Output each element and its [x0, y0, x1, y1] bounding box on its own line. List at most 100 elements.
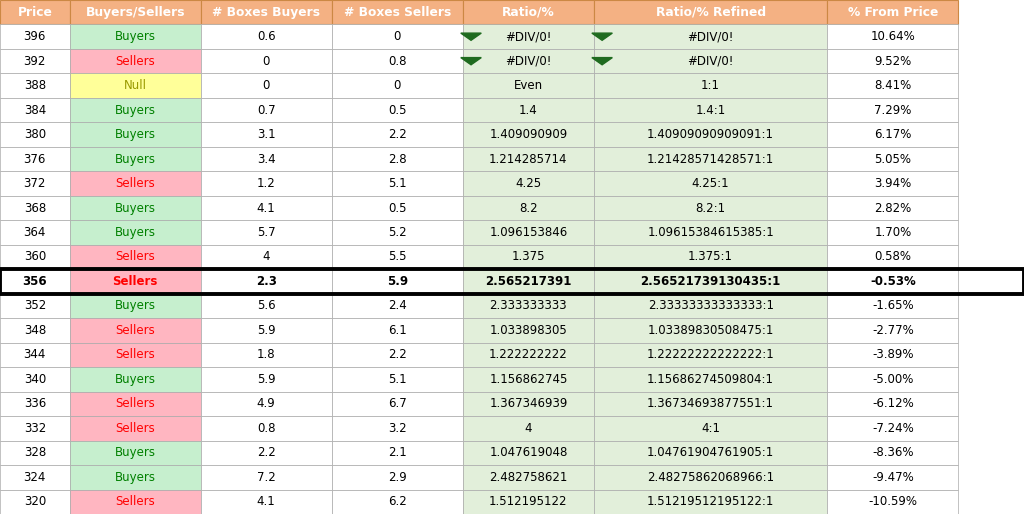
Bar: [594, 122, 827, 147]
Text: 1.4: 1.4: [519, 104, 538, 117]
Bar: [70, 122, 201, 147]
Bar: [0, 0, 70, 25]
Bar: [201, 343, 332, 367]
Text: 5.1: 5.1: [388, 373, 407, 386]
Text: #DIV/0!: #DIV/0!: [687, 54, 734, 68]
Bar: [0, 489, 70, 514]
Bar: [594, 392, 827, 416]
Text: 0: 0: [262, 54, 270, 68]
Bar: [827, 98, 958, 122]
Bar: [0, 196, 70, 221]
Bar: [332, 74, 463, 98]
Text: 340: 340: [24, 373, 46, 386]
Text: 1.40909090909091:1: 1.40909090909091:1: [647, 128, 774, 141]
Bar: [201, 392, 332, 416]
Text: 7.29%: 7.29%: [874, 104, 911, 117]
Bar: [594, 416, 827, 440]
Text: 2.482758621: 2.482758621: [489, 471, 567, 484]
Text: 2.9: 2.9: [388, 471, 407, 484]
Bar: [463, 416, 594, 440]
Text: 2.82%: 2.82%: [874, 201, 911, 214]
Text: 1.2: 1.2: [257, 177, 275, 190]
Text: 2.333333333: 2.333333333: [489, 300, 567, 313]
Bar: [0, 25, 70, 49]
Bar: [70, 343, 201, 367]
Bar: [332, 221, 463, 245]
Text: 0.58%: 0.58%: [874, 250, 911, 264]
Text: 368: 368: [24, 201, 46, 214]
Text: 336: 336: [24, 397, 46, 410]
Text: 8.2:1: 8.2:1: [695, 201, 726, 214]
Text: 5.2: 5.2: [388, 226, 407, 239]
Bar: [201, 221, 332, 245]
Text: Ratio/%: Ratio/%: [502, 6, 555, 19]
Bar: [827, 147, 958, 171]
Text: 4.1: 4.1: [257, 201, 275, 214]
Text: 364: 364: [24, 226, 46, 239]
Bar: [463, 221, 594, 245]
Bar: [463, 269, 594, 293]
Text: Sellers: Sellers: [116, 177, 155, 190]
Text: Sellers: Sellers: [113, 275, 158, 288]
Bar: [0, 49, 70, 74]
Text: -5.00%: -5.00%: [872, 373, 913, 386]
Text: Buyers: Buyers: [115, 226, 156, 239]
Text: 0.8: 0.8: [257, 422, 275, 435]
Bar: [827, 245, 958, 269]
Bar: [332, 25, 463, 49]
Bar: [463, 343, 594, 367]
Text: 0.5: 0.5: [388, 104, 407, 117]
Bar: [201, 49, 332, 74]
Text: Sellers: Sellers: [116, 397, 155, 410]
Text: 8.2: 8.2: [519, 201, 538, 214]
Bar: [463, 367, 594, 392]
Bar: [201, 293, 332, 318]
Bar: [0, 74, 70, 98]
Text: 1.375:1: 1.375:1: [688, 250, 733, 264]
Text: 324: 324: [24, 471, 46, 484]
Bar: [201, 147, 332, 171]
Text: #DIV/0!: #DIV/0!: [505, 30, 552, 43]
Text: 1.4:1: 1.4:1: [695, 104, 726, 117]
Text: % From Price: % From Price: [848, 6, 938, 19]
Text: 2.8: 2.8: [388, 153, 407, 166]
Bar: [201, 465, 332, 489]
Polygon shape: [592, 58, 612, 65]
Text: 5.1: 5.1: [388, 177, 407, 190]
Text: Sellers: Sellers: [116, 422, 155, 435]
Text: 1.409090909: 1.409090909: [489, 128, 567, 141]
Text: 1.156862745: 1.156862745: [489, 373, 567, 386]
Text: -6.12%: -6.12%: [872, 397, 913, 410]
Bar: [463, 465, 594, 489]
Text: 5.9: 5.9: [257, 373, 275, 386]
Bar: [463, 147, 594, 171]
Text: 5.6: 5.6: [257, 300, 275, 313]
Bar: [332, 49, 463, 74]
Bar: [332, 293, 463, 318]
Text: Buyers: Buyers: [115, 300, 156, 313]
Bar: [594, 440, 827, 465]
Text: 332: 332: [24, 422, 46, 435]
Text: 388: 388: [24, 79, 46, 92]
Bar: [70, 440, 201, 465]
Text: 2.33333333333333:1: 2.33333333333333:1: [647, 300, 774, 313]
Text: # Boxes Buyers: # Boxes Buyers: [212, 6, 321, 19]
Bar: [827, 269, 958, 293]
Text: 1.70%: 1.70%: [874, 226, 911, 239]
Text: 2.2: 2.2: [388, 348, 407, 361]
Bar: [827, 74, 958, 98]
Bar: [201, 196, 332, 221]
Text: 0.8: 0.8: [388, 54, 407, 68]
Bar: [827, 367, 958, 392]
Bar: [594, 269, 827, 293]
Text: 3.2: 3.2: [388, 422, 407, 435]
Bar: [201, 122, 332, 147]
Text: 9.52%: 9.52%: [874, 54, 911, 68]
Bar: [201, 367, 332, 392]
Bar: [70, 98, 201, 122]
Bar: [827, 416, 958, 440]
Text: 2.3: 2.3: [256, 275, 276, 288]
Bar: [70, 392, 201, 416]
Text: 2.1: 2.1: [388, 446, 407, 460]
Text: 5.05%: 5.05%: [874, 153, 911, 166]
